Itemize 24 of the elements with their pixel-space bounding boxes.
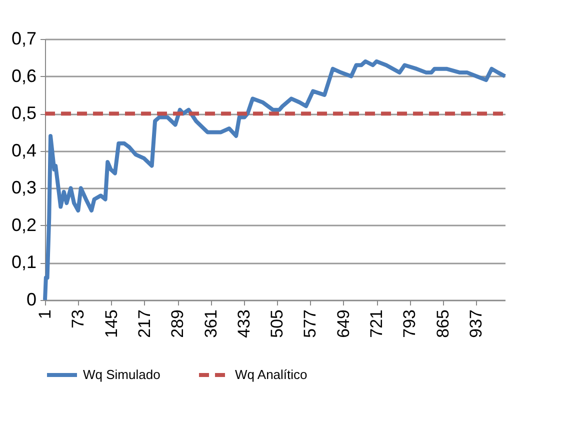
y-tick-label: 0,5	[11, 103, 36, 124]
x-tick-label: 1	[36, 310, 54, 319]
x-tick-label: 721	[367, 310, 386, 338]
x-tick-label: 289	[168, 310, 188, 338]
x-tick-label: 865	[433, 310, 452, 338]
x-tick-label: 217	[134, 310, 154, 338]
x-tick-label: 145	[102, 310, 121, 338]
x-tick-label: 361	[201, 310, 220, 338]
x-tick-label: 505	[268, 310, 287, 338]
x-tick-label: 793	[400, 310, 420, 338]
x-tick-label: 649	[334, 310, 353, 338]
y-tick-label: 0,6	[11, 66, 36, 86]
x-tick-label: 937	[466, 310, 486, 338]
x-tick-label: 577	[300, 310, 320, 338]
y-tick-label: 0,3	[11, 178, 36, 198]
y-tick-label: 0,4	[11, 140, 36, 160]
legend-label: Wq Analítico	[235, 367, 308, 382]
x-tick-label: 73	[68, 310, 88, 328]
y-tick-label: 0,2	[11, 214, 36, 235]
y-tick-label: 0,1	[11, 252, 36, 272]
y-tick-label: 0	[26, 290, 36, 310]
x-tick-label: 433	[234, 310, 254, 338]
y-tick-label: 0,7	[11, 28, 36, 48]
legend-label: Wq Simulado	[83, 367, 160, 382]
